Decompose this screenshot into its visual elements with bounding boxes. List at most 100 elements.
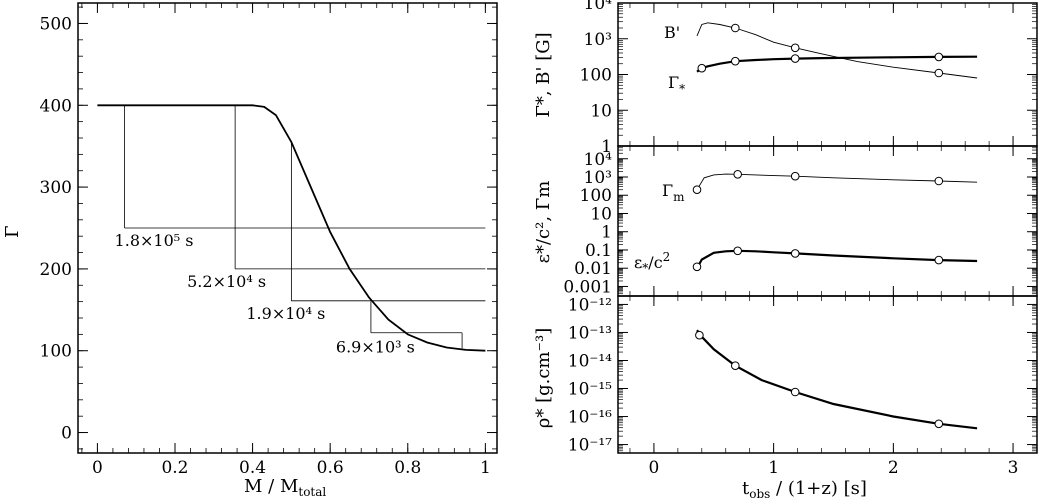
data-marker	[790, 43, 800, 53]
mass-xlabel: M / Mtotal	[244, 476, 326, 499]
log-tick-label: 10⁻¹²	[568, 295, 612, 315]
right-axis-ticks	[618, 2, 1037, 454]
time-tick-label: 1	[768, 458, 779, 478]
data-marker	[733, 170, 743, 179]
y-tick-label: 0	[61, 424, 72, 444]
y-tick-label: 400	[40, 96, 72, 116]
time-xlabel-rest: / (1+z) [s]	[770, 478, 867, 499]
time-evolution-panels: 11010010³10⁴0.0010.010.111010010³10⁴10⁻¹…	[533, 0, 1038, 501]
y-tick-label: 500	[40, 14, 72, 34]
series-curve-1-1	[696, 249, 978, 269]
y-tick-label: 300	[40, 178, 72, 198]
data-marker	[934, 68, 944, 78]
log-tick-label: 10	[590, 204, 612, 224]
log-tick-label: 10⁻¹⁷	[568, 436, 612, 456]
gamma-star-curve-label: Γ*	[668, 73, 685, 96]
log-tick-label: 0.1	[585, 241, 612, 261]
gamma-m-curve-label: Γm	[662, 181, 685, 204]
density-ylabel: ρ* [g.cm⁻³]	[533, 328, 554, 428]
log-tick-label: 100	[580, 66, 612, 86]
energy-curve-label: ε*/c2	[634, 250, 670, 275]
gamma-star-sub: *	[679, 82, 685, 96]
x-tick-label: 0.6	[317, 458, 344, 478]
energy-ylabel: ε*/c², Γm	[533, 181, 554, 264]
data-marker	[695, 330, 704, 340]
x-tick-label: 0.8	[394, 458, 421, 478]
bfield-curve-label: B'	[664, 23, 680, 42]
gamma-axis-ticks	[78, 3, 497, 453]
log-tick-label: 100	[580, 186, 612, 206]
log-tick-label: 1	[601, 137, 612, 157]
eps-sup: 2	[663, 250, 671, 264]
time-tick-label: 0	[649, 458, 660, 478]
data-marker	[731, 361, 740, 371]
shell-label-3: 6.9×10³ s	[336, 338, 415, 357]
x-tick-label: 0.2	[161, 458, 188, 478]
data-marker	[934, 255, 944, 265]
data-marker	[790, 249, 800, 258]
y-tick-label: 100	[40, 342, 72, 362]
log-tick-label: 10⁴	[584, 0, 613, 14]
mass-xlabel-main: M / M	[244, 476, 298, 497]
gamma-vs-mass-panel: 0 0.2 0.4 0.6 0.8 1 0 100 200 300 400 500 1.8×10⁵ s…	[2, 2, 498, 499]
right-curves	[696, 22, 978, 430]
shell-lines	[124, 105, 486, 349]
data-marker	[697, 63, 707, 73]
eps-sub: *	[642, 261, 648, 275]
time-xlabel: tobs / (1+z) [s]	[742, 478, 867, 501]
mass-xlabel-sub: total	[298, 485, 326, 499]
data-marker	[790, 54, 800, 63]
data-marker	[733, 246, 743, 256]
gamma-m-sub: m	[673, 190, 685, 204]
series-curve-0-0	[696, 22, 978, 79]
log-tick-label: 0.001	[563, 277, 612, 297]
time-xlabel-sub: obs	[749, 487, 770, 501]
log-tick-label: 1	[601, 223, 612, 243]
gamma-ylabel: Γ	[2, 226, 23, 239]
data-marker	[790, 387, 800, 397]
shell-label-1: 5.2×10⁴ s	[187, 272, 266, 291]
gamma-panel-frame	[77, 2, 498, 454]
log-tick-label: 10³	[584, 168, 612, 188]
series-curve-1-0	[696, 173, 978, 190]
gamma-tick-labels: 0 0.2 0.4 0.6 0.8 1 0 100 200 300 400 500	[40, 14, 491, 478]
time-tick-label: 3	[1008, 458, 1019, 478]
data-marker	[934, 176, 944, 186]
x-tick-label: 0.4	[239, 458, 266, 478]
x-tick-label: 1	[480, 458, 491, 478]
right-tick-labels: 11010010³10⁴0.0010.010.111010010³10⁴10⁻¹…	[563, 0, 1018, 478]
data-marker	[692, 262, 702, 272]
log-tick-label: 0.01	[574, 259, 612, 279]
shell-label-2: 1.9×10⁴ s	[246, 304, 325, 323]
shell-time-labels: 1.8×10⁵ s 5.2×10⁴ s 1.9×10⁴ s 6.9×10³ s	[115, 231, 415, 357]
series-curve-2-0	[696, 329, 978, 430]
gamma-curve	[97, 104, 486, 352]
data-marker	[731, 56, 740, 66]
x-tick-label: 0	[92, 458, 103, 478]
log-tick-label: 10³	[584, 30, 612, 50]
data-marker	[731, 23, 740, 33]
log-tick-label: 10⁴	[584, 150, 613, 170]
log-tick-label: 10	[590, 101, 612, 121]
eps-main: ε	[634, 253, 642, 272]
right-markers	[692, 23, 944, 429]
panel-gamma-bfield-frame	[617, 2, 1038, 147]
log-tick-label: 10⁻¹⁴	[568, 351, 612, 371]
shell-label-0: 1.8×10⁵ s	[115, 231, 194, 250]
series-curve-0-1	[696, 55, 978, 73]
panel-energy-frame	[617, 145, 1038, 297]
eps-rest: /c	[648, 253, 662, 272]
data-marker	[934, 419, 944, 429]
y-tick-label: 200	[40, 260, 72, 280]
log-tick-label: 10⁻¹³	[568, 323, 612, 343]
log-tick-label: 10⁻¹⁵	[568, 380, 612, 400]
log-tick-label: 10⁻¹⁶	[568, 408, 612, 428]
gamma-bfield-ylabel: Γ*, B' [G]	[533, 32, 554, 117]
time-tick-label: 2	[888, 458, 899, 478]
time-xlabel-main: t	[742, 478, 750, 499]
gamma-m-main: Γ	[662, 181, 673, 200]
panel-density-frame	[617, 295, 1038, 454]
data-marker	[692, 185, 702, 194]
data-marker	[934, 52, 944, 62]
